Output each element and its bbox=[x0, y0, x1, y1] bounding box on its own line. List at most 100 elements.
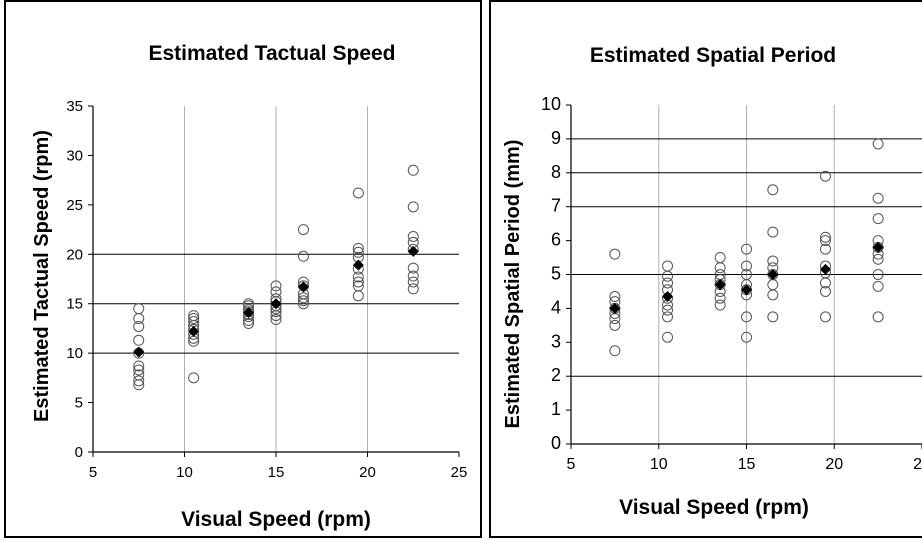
mean-point bbox=[714, 279, 726, 291]
data-point bbox=[352, 246, 364, 258]
data-point bbox=[872, 138, 884, 150]
mean-point bbox=[819, 263, 831, 275]
y-tick-label: 15 bbox=[66, 296, 83, 313]
y-tick-label: 0 bbox=[75, 444, 83, 461]
x-axis-label: Visual Speed (rpm) bbox=[619, 496, 809, 519]
data-point bbox=[352, 276, 364, 288]
x-tick-label: 20 bbox=[825, 456, 843, 473]
x-axis-label: Visual Speed (rpm) bbox=[181, 508, 371, 531]
y-tick-label: 10 bbox=[541, 94, 561, 114]
y-tick-label: 5 bbox=[551, 264, 561, 284]
data-point bbox=[188, 372, 200, 384]
data-point bbox=[407, 276, 419, 288]
data-point bbox=[662, 260, 674, 272]
y-tick-label: 8 bbox=[551, 162, 561, 182]
y-tick-label: 7 bbox=[551, 196, 561, 216]
mean-point bbox=[133, 346, 145, 358]
y-tick-label: 9 bbox=[551, 128, 561, 148]
data-point bbox=[819, 170, 831, 182]
data-point bbox=[352, 290, 364, 302]
y-tick-label: 5 bbox=[75, 395, 83, 412]
mean-point bbox=[872, 241, 884, 253]
data-point bbox=[872, 280, 884, 292]
mean-point bbox=[741, 284, 752, 296]
x-tick-label: 20 bbox=[359, 464, 376, 481]
data-point bbox=[714, 252, 726, 264]
data-point bbox=[297, 292, 309, 304]
data-point bbox=[872, 213, 884, 225]
y-tick-label: 6 bbox=[551, 230, 561, 250]
y-tick-label: 2 bbox=[551, 365, 561, 385]
y-tick-label: 35 bbox=[66, 98, 83, 115]
y-tick-label: 3 bbox=[551, 331, 561, 351]
data-point bbox=[609, 248, 621, 260]
x-tick-label: 5 bbox=[567, 456, 576, 473]
data-point bbox=[714, 299, 726, 311]
data-point bbox=[352, 271, 364, 283]
y-tick-label: 4 bbox=[551, 297, 561, 317]
mean-point bbox=[407, 245, 419, 257]
y-tick-label: 0 bbox=[551, 433, 561, 453]
data-point bbox=[662, 277, 674, 289]
mean-point bbox=[188, 325, 200, 337]
x-tick-label: 5 bbox=[89, 464, 97, 481]
data-point bbox=[133, 334, 145, 346]
chart-tactual-speed: Estimated Tactual Speed Estimated Tactua… bbox=[31, 42, 468, 531]
data-point bbox=[609, 291, 621, 303]
data-point bbox=[872, 269, 884, 280]
data-point bbox=[819, 285, 831, 297]
data-point bbox=[767, 311, 779, 323]
x-tick-label: 15 bbox=[268, 464, 285, 481]
data-point bbox=[714, 262, 726, 274]
data-point bbox=[407, 201, 419, 213]
chart-title: Estimated Tactual Speed bbox=[148, 42, 395, 65]
data-point bbox=[133, 375, 145, 387]
plot-area: 0 1 2 3 4 5 6 7 8 9 10 5 10 15 20 25 bbox=[541, 94, 922, 473]
data-point bbox=[741, 311, 752, 323]
mean-point bbox=[270, 298, 282, 310]
data-point bbox=[407, 262, 419, 274]
mean-point bbox=[662, 291, 674, 303]
data-point bbox=[819, 243, 831, 255]
mean-point bbox=[767, 269, 779, 280]
chart-spatial-period: Estimated Spatial Period Estimated Spati… bbox=[502, 44, 922, 519]
y-tick-label: 10 bbox=[66, 345, 83, 362]
data-point bbox=[407, 164, 419, 176]
data-point bbox=[243, 317, 255, 329]
data-point bbox=[352, 187, 364, 199]
data-point bbox=[662, 311, 674, 323]
mean-point bbox=[297, 281, 309, 293]
data-point bbox=[133, 360, 145, 372]
data-point bbox=[741, 260, 752, 272]
y-axis-label: Estimated Spatial Period (mm) bbox=[502, 140, 524, 429]
y-tick-label: 20 bbox=[66, 246, 83, 263]
data-point bbox=[872, 192, 884, 204]
data-point bbox=[767, 289, 779, 301]
chart-title: Estimated Spatial Period bbox=[590, 44, 836, 67]
data-point bbox=[133, 379, 145, 391]
data-point bbox=[662, 304, 674, 316]
x-tick-label: 10 bbox=[176, 464, 193, 481]
x-tick-label: 25 bbox=[451, 464, 468, 481]
mean-point bbox=[609, 302, 621, 314]
x-tick-label: 15 bbox=[738, 456, 756, 473]
data-point bbox=[352, 242, 364, 254]
data-point bbox=[819, 311, 831, 323]
data-point bbox=[767, 184, 779, 196]
y-tick-label: 1 bbox=[551, 399, 561, 419]
data-point bbox=[872, 253, 884, 265]
data-point bbox=[609, 319, 621, 331]
mean-point bbox=[243, 307, 255, 319]
data-point bbox=[662, 270, 674, 282]
chart-panel-tactual-speed: Estimated Tactual Speed Estimated Tactua… bbox=[4, 0, 482, 538]
chart-panel-spatial-period: Estimated Spatial Period Estimated Spati… bbox=[489, 0, 922, 538]
data-point bbox=[767, 279, 779, 291]
y-axis-label: Estimated Tactual Speed (rpm) bbox=[31, 130, 53, 422]
data-point bbox=[767, 255, 779, 267]
data-point bbox=[872, 311, 884, 323]
data-point bbox=[297, 295, 309, 307]
data-point bbox=[133, 313, 145, 325]
data-point bbox=[819, 235, 831, 247]
data-point bbox=[741, 243, 752, 255]
data-point bbox=[270, 310, 282, 322]
